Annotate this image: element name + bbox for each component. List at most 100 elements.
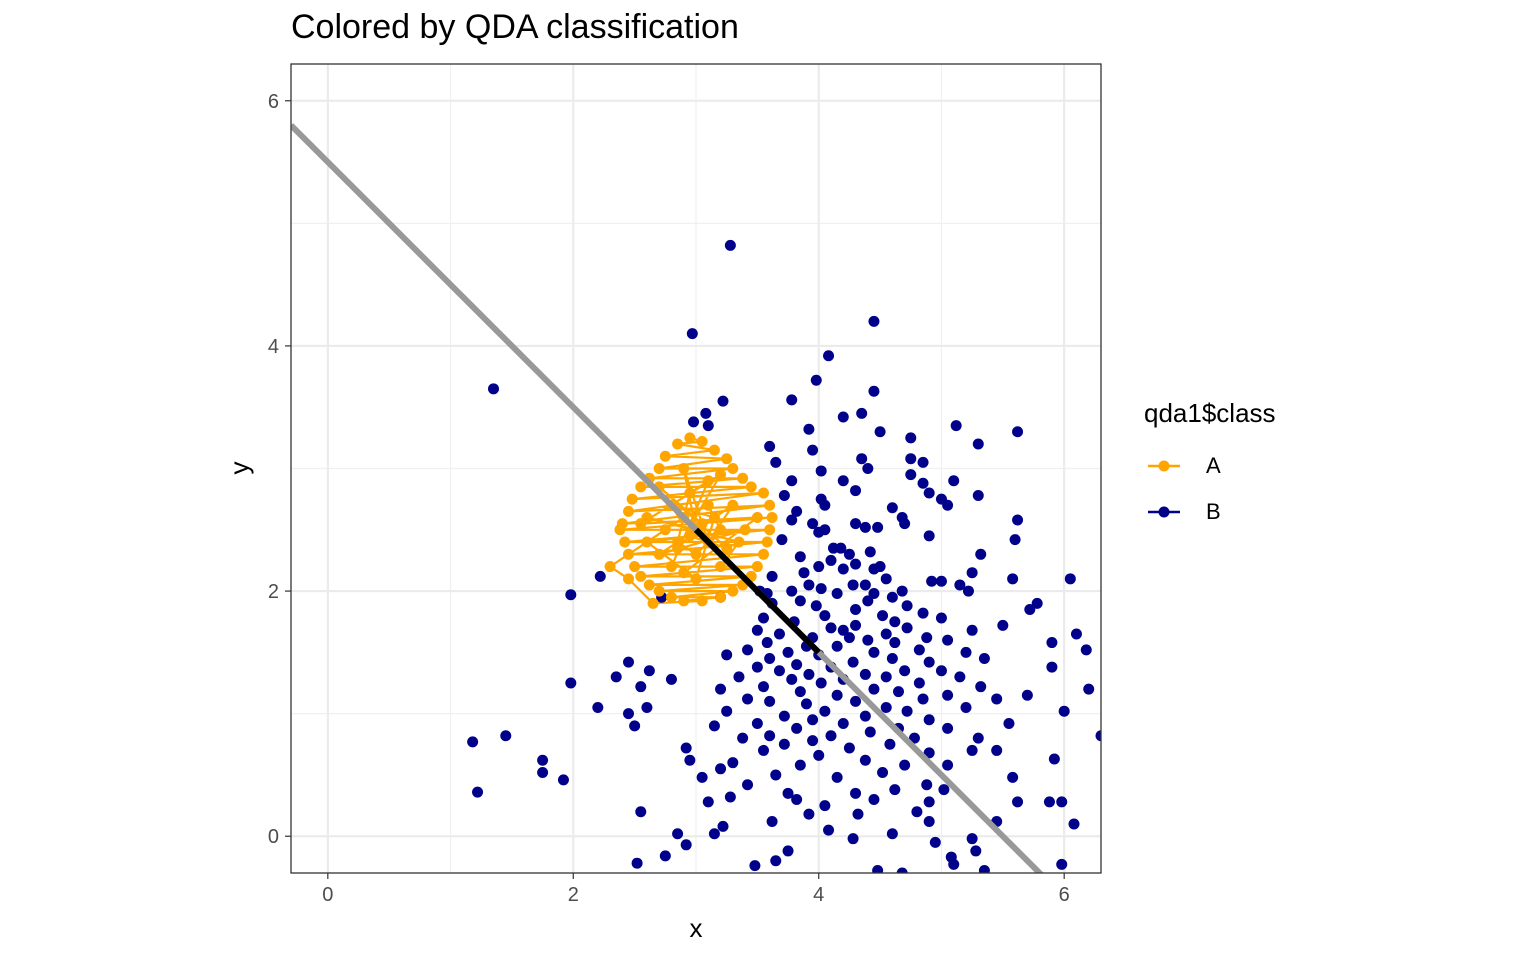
point-a <box>696 518 708 530</box>
y-tick-label: 4 <box>268 336 279 358</box>
point-b <box>831 771 843 783</box>
point-b <box>733 671 745 683</box>
point-b <box>843 548 855 560</box>
point-a <box>665 591 677 603</box>
point-a <box>764 524 776 536</box>
point-a <box>751 512 763 524</box>
point-b <box>807 735 819 747</box>
point-b <box>923 487 935 499</box>
point-b <box>831 640 843 652</box>
point-b <box>978 865 990 873</box>
point-b <box>1095 730 1101 742</box>
point-b <box>1046 661 1058 673</box>
point-b <box>810 374 822 386</box>
point-a <box>733 536 745 548</box>
point-b <box>643 665 655 677</box>
point-a <box>721 453 733 465</box>
point-b <box>786 673 798 685</box>
point-b <box>1009 534 1021 546</box>
x-tick-label: 2 <box>568 884 579 906</box>
point-b <box>843 742 855 754</box>
point-a <box>766 512 778 524</box>
point-b <box>880 628 892 640</box>
point-b <box>862 634 874 646</box>
point-a <box>751 561 763 573</box>
point-a <box>761 536 773 548</box>
point-a <box>623 505 634 517</box>
point-b <box>926 575 938 587</box>
point-a <box>635 518 647 530</box>
point-b <box>794 595 806 607</box>
point-b <box>794 686 806 698</box>
point-a <box>641 536 653 548</box>
point-b <box>901 622 913 634</box>
point-a <box>619 536 631 548</box>
point-b <box>850 787 862 799</box>
point-b <box>1046 637 1058 649</box>
point-b <box>966 833 978 845</box>
point-b <box>843 632 855 644</box>
point-a <box>635 570 647 582</box>
point-b <box>782 646 794 658</box>
point-a <box>623 573 634 585</box>
point-b <box>565 589 577 601</box>
point-b <box>770 769 782 781</box>
point-b <box>794 551 806 563</box>
point-b <box>886 828 898 840</box>
point-b <box>1003 717 1015 729</box>
point-b <box>948 475 960 487</box>
point-b <box>761 637 773 649</box>
point-b <box>488 383 499 395</box>
legend-item-a: A <box>1144 443 1276 489</box>
point-b <box>766 816 778 828</box>
point-b <box>868 385 880 397</box>
point-a <box>684 530 696 542</box>
point-b <box>850 603 862 615</box>
point-b <box>917 477 929 489</box>
point-b <box>791 793 803 805</box>
point-b <box>684 754 696 766</box>
point-b <box>938 784 950 796</box>
point-b <box>724 791 736 803</box>
point-b <box>850 619 862 631</box>
point-b <box>537 766 549 778</box>
point-a <box>678 595 690 607</box>
point-a <box>659 524 671 536</box>
point-b <box>537 754 549 766</box>
point-b <box>954 579 966 591</box>
point-b <box>764 695 776 707</box>
point-b <box>778 738 790 750</box>
point-b <box>886 652 898 664</box>
point-a <box>614 524 626 536</box>
point-a <box>702 475 714 487</box>
point-b <box>901 600 913 612</box>
point-b <box>868 646 880 658</box>
legend-key-a <box>1148 460 1180 472</box>
point-b <box>972 489 984 501</box>
point-b <box>837 624 849 636</box>
point-b <box>791 505 803 517</box>
point-b <box>803 579 815 591</box>
point-b <box>721 649 733 661</box>
point-a <box>635 481 647 493</box>
point-b <box>856 453 868 465</box>
point-b <box>872 521 884 533</box>
point-b <box>877 610 889 622</box>
point-a <box>604 561 616 573</box>
point-b <box>770 855 782 867</box>
point-a <box>643 579 655 591</box>
point-b <box>921 779 933 791</box>
point-a <box>653 585 665 597</box>
point-b <box>950 420 962 432</box>
point-b <box>896 867 908 873</box>
point-b <box>864 726 876 738</box>
point-a <box>696 436 708 448</box>
point-b <box>786 585 798 597</box>
point-b <box>803 668 815 680</box>
point-a <box>696 595 708 607</box>
point-b <box>862 463 874 474</box>
point-b <box>727 757 739 769</box>
point-b <box>631 857 643 869</box>
point-b <box>929 836 941 848</box>
point-b <box>778 710 790 722</box>
